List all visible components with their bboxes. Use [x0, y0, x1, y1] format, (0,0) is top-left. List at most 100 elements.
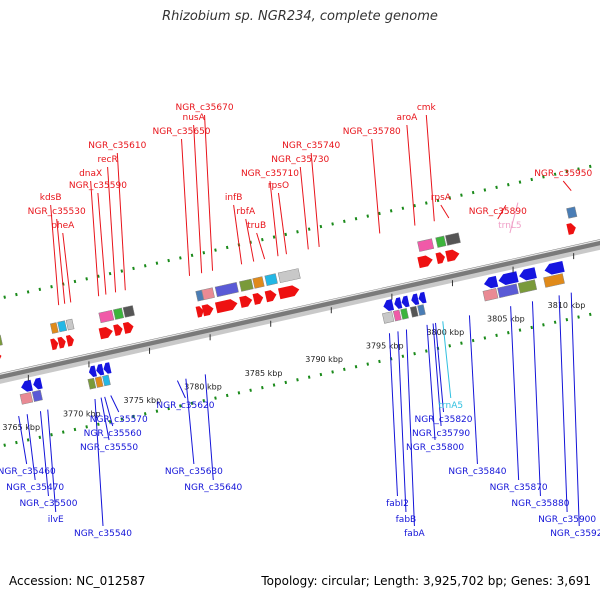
reverse-gene-arrow: [411, 293, 420, 306]
top-gene-label: kdsB: [40, 193, 62, 203]
forward-gene-arrow: [201, 304, 214, 317]
top-gene-label-leader: [371, 138, 381, 234]
top-gene-label-leader: [233, 204, 243, 265]
top-gene-label: rbfA: [236, 207, 256, 217]
reverse-gene-arrow: [394, 297, 403, 309]
backbone-line: [0, 239, 600, 380]
genome-backbone: [0, 239, 600, 384]
top-gene-label: NGR_c35740: [282, 141, 340, 151]
top-gene-label-leader: [497, 205, 507, 220]
top-gene-label-leader: [269, 180, 279, 257]
forward-gene-arrow: [98, 326, 113, 340]
top-gene-label: NGR_c35780: [343, 127, 401, 137]
feature-box: [382, 311, 395, 324]
scale-tick-label: 3780 kbp: [184, 382, 222, 391]
feature-boxes: [0, 206, 578, 405]
top-gene-label: NGR_c35710: [241, 169, 299, 179]
scale-tick-label: 3790 kbp: [305, 355, 343, 364]
top-gene-label-leader: [116, 152, 126, 291]
reverse-gene-arrow: [544, 261, 565, 275]
forward-gene-arrow: [113, 324, 123, 337]
top-gene-label: NGR_c35650: [152, 127, 210, 137]
forward-gene-arrow: [0, 351, 2, 364]
feature-box: [87, 377, 97, 390]
bottom-gene-label: trnA5: [438, 401, 463, 411]
top-gene-label: NGR_c35610: [88, 141, 146, 151]
forward-gene-arrow: [195, 306, 204, 318]
bottom-gene-label-leader: [432, 323, 442, 427]
feature-box: [31, 389, 43, 402]
bottom-gene-label-leader: [18, 415, 28, 465]
bottom-gene-label: NGR_c35470: [6, 483, 64, 493]
bottom-gene-label-leader: [397, 331, 407, 513]
top-gene-label: NGR_c35730: [271, 155, 329, 165]
top-gene-label: truB: [247, 221, 266, 231]
dotted-guides: [0, 162, 600, 448]
bottom-gene-label-leader: [104, 396, 114, 427]
top-gene-label: recR: [97, 155, 117, 165]
top-gene-label-leader: [97, 192, 107, 295]
reverse-gene-arrow: [383, 299, 395, 312]
feature-box: [497, 283, 519, 299]
bottom-gene-label: fabB: [396, 515, 417, 525]
top-gene-label-leader: [425, 114, 435, 222]
top-gene-label: nusA: [183, 113, 206, 123]
forward-gene-arrow: [239, 295, 253, 308]
reverse-gene-arrow: [21, 379, 33, 392]
scale-tick-label: 3805 kbp: [487, 315, 525, 324]
forward-gene-arrow: [214, 299, 238, 314]
bottom-gene-label: NGR_c35540: [74, 529, 132, 539]
bottom-gene-label: fabA: [404, 529, 425, 539]
top-gene-label-leader: [310, 152, 320, 247]
top-gene-label-leader: [90, 180, 100, 297]
bottom-gene-label: NGR_c35500: [19, 499, 77, 509]
top-gene-label-leader: [62, 232, 72, 303]
bottom-gene-label-leader: [405, 329, 415, 527]
top-gene-label: rpsA: [431, 193, 452, 203]
bottom-gene-label-leader: [510, 306, 520, 481]
top-gene-label-leader: [107, 166, 117, 293]
feature-box: [482, 288, 499, 302]
label-leaders: [18, 114, 580, 527]
top-gene-label: aroA: [397, 113, 419, 123]
forward-gene-arrow: [445, 249, 460, 262]
top-gene-label: NGR_c35530: [28, 207, 86, 217]
scale-tick-label: 3800 kbp: [426, 328, 464, 337]
bottom-gene-label: NGR_c35800: [406, 443, 464, 453]
bottom-gene-label-leader: [531, 301, 541, 497]
reverse-gene-arrow: [483, 275, 499, 289]
feature-box: [94, 376, 104, 388]
feature-box: [49, 322, 59, 334]
reverse-gene-arrow: [33, 377, 43, 390]
feature-box: [264, 273, 278, 287]
feature-box: [566, 206, 578, 219]
top-gene-label-leader: [509, 202, 519, 234]
forward-gene-arrow: [65, 335, 74, 347]
scale-tick-label: 3795 kbp: [366, 342, 404, 351]
bottom-gene-label-leader: [110, 395, 120, 413]
top-gene-label: rpsO: [268, 181, 289, 191]
bottom-gene-label-leader: [47, 409, 57, 513]
top-gene-label-leader: [204, 114, 214, 271]
bottom-gene-label-leader: [185, 378, 195, 465]
top-gene-label-leader: [56, 218, 66, 304]
bottom-gene-label: NGR_c35790: [412, 429, 470, 439]
bottom-gene-label-leader: [388, 333, 398, 497]
forward-gene-arrow: [252, 293, 264, 305]
bottom-gene-label: NGR_c35840: [448, 467, 506, 477]
bottom-gene-label: NGR_c35550: [80, 443, 138, 453]
bottom-gene-label: NGR_c35640: [184, 483, 242, 493]
top-gene-label: dnaX: [79, 169, 102, 179]
gene-labels: kdsB NGR_c35530 pheA dnaX NGR_c35590 recR NGR_…: [0, 103, 600, 539]
feature-box: [214, 282, 239, 298]
scale-tick-label: 3765 kbp: [2, 423, 40, 432]
feature-box: [0, 334, 3, 348]
reverse-gene-arrow: [401, 295, 410, 308]
gene-arrows: [0, 223, 576, 392]
bottom-gene-label: ilvE: [48, 515, 64, 525]
genome-summary-text: Topology: circular; Length: 3,925,702 bp…: [261, 574, 591, 588]
map-title: Rhizobium sp. NGR234, complete genome: [162, 9, 438, 24]
feature-box: [543, 273, 565, 288]
bottom-gene-label-leader: [570, 292, 580, 527]
